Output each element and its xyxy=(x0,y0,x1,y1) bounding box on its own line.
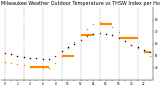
Point xyxy=(143,51,145,53)
Point xyxy=(124,37,126,38)
Point xyxy=(29,66,31,67)
Point xyxy=(86,28,88,30)
Point xyxy=(98,32,101,33)
Point xyxy=(73,43,76,44)
Point xyxy=(98,21,101,23)
Point xyxy=(149,55,152,56)
Point xyxy=(73,42,76,43)
Point xyxy=(16,55,19,56)
Point xyxy=(35,57,37,59)
Point xyxy=(143,49,145,50)
Point xyxy=(3,53,6,54)
Point xyxy=(79,39,82,41)
Point xyxy=(79,35,82,36)
Point xyxy=(111,26,114,27)
Point xyxy=(136,48,139,49)
Point xyxy=(48,59,50,60)
Point xyxy=(117,37,120,38)
Point xyxy=(67,48,69,49)
Point xyxy=(60,55,63,56)
Point xyxy=(130,44,132,46)
Point xyxy=(41,59,44,60)
Point xyxy=(136,47,139,48)
Point xyxy=(16,63,19,65)
Point xyxy=(54,55,56,56)
Point xyxy=(41,67,44,68)
Text: Milwaukee Weather Outdoor Temperature vs THSW Index per Hour (24 Hours): Milwaukee Weather Outdoor Temperature vs… xyxy=(1,1,160,6)
Point xyxy=(29,57,31,59)
Point xyxy=(117,31,120,32)
Point xyxy=(111,35,114,36)
Point xyxy=(124,41,126,42)
Point xyxy=(48,67,50,68)
Point xyxy=(130,44,132,46)
Point xyxy=(35,66,37,67)
Point xyxy=(105,24,107,25)
Point xyxy=(54,62,56,64)
Point xyxy=(22,56,25,58)
Point xyxy=(60,50,63,52)
Point xyxy=(149,51,152,53)
Point xyxy=(92,24,95,25)
Point xyxy=(105,33,107,35)
Point xyxy=(86,36,88,37)
Point xyxy=(10,62,12,64)
Point xyxy=(92,33,95,35)
Point xyxy=(22,65,25,66)
Point xyxy=(3,61,6,62)
Point xyxy=(10,54,12,55)
Point xyxy=(67,47,69,48)
